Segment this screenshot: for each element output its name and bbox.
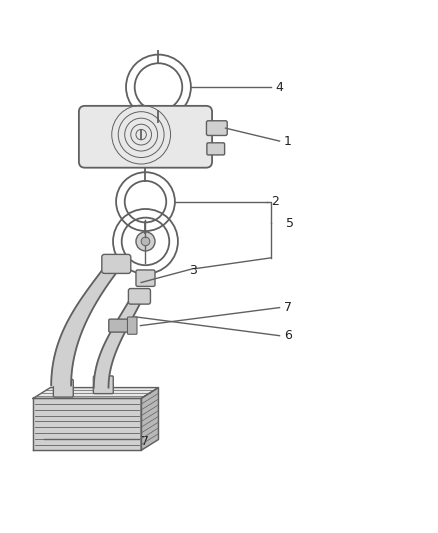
FancyBboxPatch shape <box>207 143 225 155</box>
FancyBboxPatch shape <box>136 270 155 286</box>
Text: 6: 6 <box>284 329 292 342</box>
Text: 3: 3 <box>189 264 197 277</box>
Ellipse shape <box>214 143 221 155</box>
FancyBboxPatch shape <box>206 121 227 135</box>
Polygon shape <box>94 297 141 387</box>
Polygon shape <box>33 387 159 398</box>
Text: 7: 7 <box>284 301 292 314</box>
Circle shape <box>141 237 150 246</box>
FancyBboxPatch shape <box>79 106 212 168</box>
FancyBboxPatch shape <box>109 319 134 332</box>
FancyBboxPatch shape <box>128 288 151 304</box>
Circle shape <box>136 232 155 251</box>
FancyBboxPatch shape <box>127 317 137 334</box>
Text: 4: 4 <box>275 80 283 93</box>
Text: 7: 7 <box>141 435 149 448</box>
Ellipse shape <box>215 122 223 135</box>
FancyBboxPatch shape <box>53 379 73 397</box>
Polygon shape <box>51 264 120 385</box>
Text: 5: 5 <box>286 217 294 230</box>
Polygon shape <box>141 387 159 450</box>
FancyBboxPatch shape <box>102 254 131 273</box>
FancyBboxPatch shape <box>93 376 113 394</box>
Text: 2: 2 <box>271 195 279 208</box>
Polygon shape <box>33 398 141 450</box>
Text: 1: 1 <box>284 135 292 148</box>
